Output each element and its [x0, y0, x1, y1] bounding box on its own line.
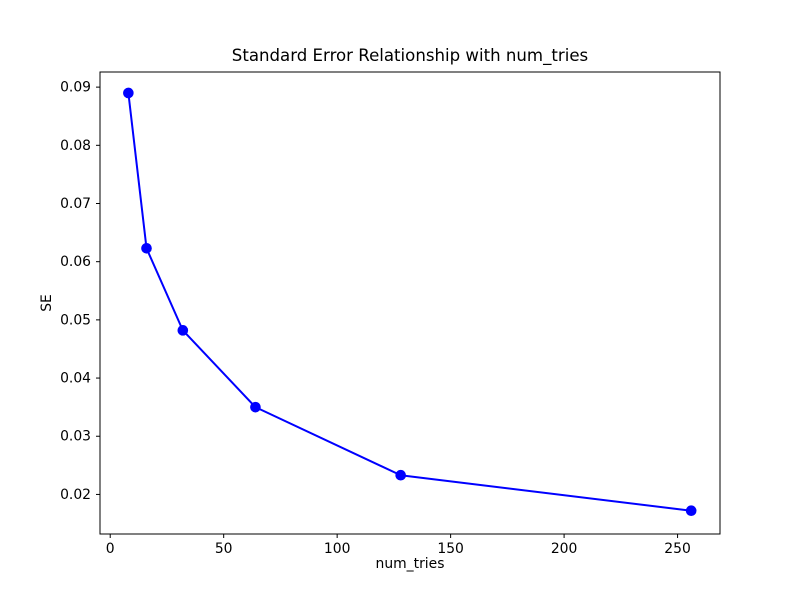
y-tick-label: 0.03 [60, 429, 91, 445]
x-axis-label: num_tries [375, 556, 445, 572]
data-point [395, 469, 407, 481]
data-point [177, 325, 189, 336]
y-tick-label: 0.04 [60, 371, 91, 387]
x-tick-label: 200 [551, 541, 578, 557]
data-point [141, 243, 152, 254]
data-point [123, 87, 134, 99]
data-line [127, 91, 693, 512]
x-tick-label: 100 [324, 541, 351, 557]
data-point [685, 505, 697, 517]
data-point [250, 401, 261, 413]
x-tick-label: 0 [106, 541, 115, 557]
x-tick-label: 150 [437, 541, 464, 557]
axes-frame [99, 71, 721, 535]
x-tick-label: 250 [664, 541, 691, 557]
y-tick-label: 0.09 [60, 80, 91, 96]
y-tick-label: 0.06 [60, 254, 91, 270]
chart-title: Standard Error Relationship with num_tri… [231, 46, 589, 65]
y-tick-label: 0.08 [60, 138, 91, 154]
x-tick-label: 50 [215, 541, 233, 557]
y-tick-label: 0.02 [60, 487, 91, 503]
y-tick-label: 0.05 [60, 312, 91, 328]
y-tick-label: 0.07 [60, 196, 91, 212]
y-axis-label: SE [39, 294, 55, 312]
